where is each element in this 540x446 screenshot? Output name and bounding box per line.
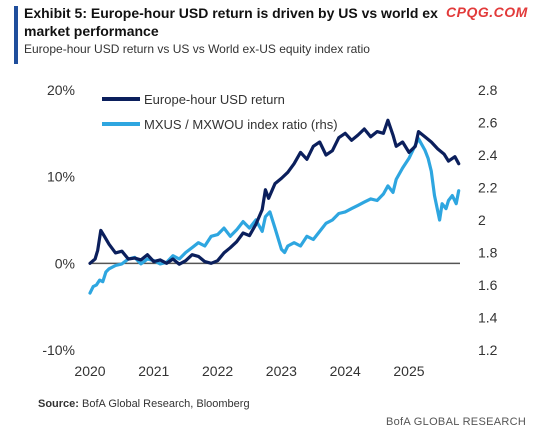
y-right-tick-label: 1.4 <box>478 310 498 326</box>
y-right-tick-label: 2.8 <box>478 82 498 98</box>
x-tick-label: 2020 <box>74 363 105 379</box>
y-right-tick-label: 2 <box>478 212 486 228</box>
header-accent-bar <box>14 6 18 64</box>
y-left-tick-label: 20% <box>47 82 75 98</box>
y-right-tick-label: 1.6 <box>478 277 498 293</box>
x-tick-label: 2021 <box>138 363 169 379</box>
source-label: Source: <box>38 398 79 410</box>
series-line-europe-usd-return <box>88 118 461 266</box>
y-left-tick-label: 0% <box>55 255 75 271</box>
watermark: CPQG.COM <box>446 4 528 20</box>
series-line-mxus-mxwou-ratio <box>88 137 461 295</box>
y-right-tick-label: 1.2 <box>478 342 498 358</box>
source-text: BofA Global Research, Bloomberg <box>82 398 250 410</box>
brand-footer: BofA GLOBAL RESEARCH <box>386 416 527 428</box>
chart-title-line2: market performance <box>24 23 159 39</box>
x-tick-label: 2024 <box>330 363 361 379</box>
chart-subtitle: Europe-hour USD return vs US vs World ex… <box>24 42 370 56</box>
y-right-tick-label: 2.2 <box>478 180 498 196</box>
y-left-tick-label: -10% <box>42 342 75 358</box>
x-tick-label: 2022 <box>202 363 233 379</box>
chart-title: Exhibit 5: Europe-hour USD return is dri… <box>24 5 438 21</box>
y-right-tick-label: 1.8 <box>478 245 498 261</box>
x-tick-label: 2023 <box>266 363 297 379</box>
source-note: Source: BofA Global Research, Bloomberg <box>38 398 250 410</box>
y-left-tick-label: 10% <box>47 169 75 185</box>
line-chart: 20% 10% 0% -10% 2.8 2.6 2.4 2.2 2 1.8 1.6 1.4 1.2 202… <box>42 82 498 379</box>
x-tick-label: 2025 <box>393 363 424 379</box>
legend-label: Europe-hour USD return <box>144 92 285 107</box>
y-right-tick-label: 2.4 <box>478 147 498 163</box>
y-right-tick-label: 2.6 <box>478 115 498 131</box>
legend-label: MXUS / MXWOU index ratio (rhs) <box>144 117 338 132</box>
